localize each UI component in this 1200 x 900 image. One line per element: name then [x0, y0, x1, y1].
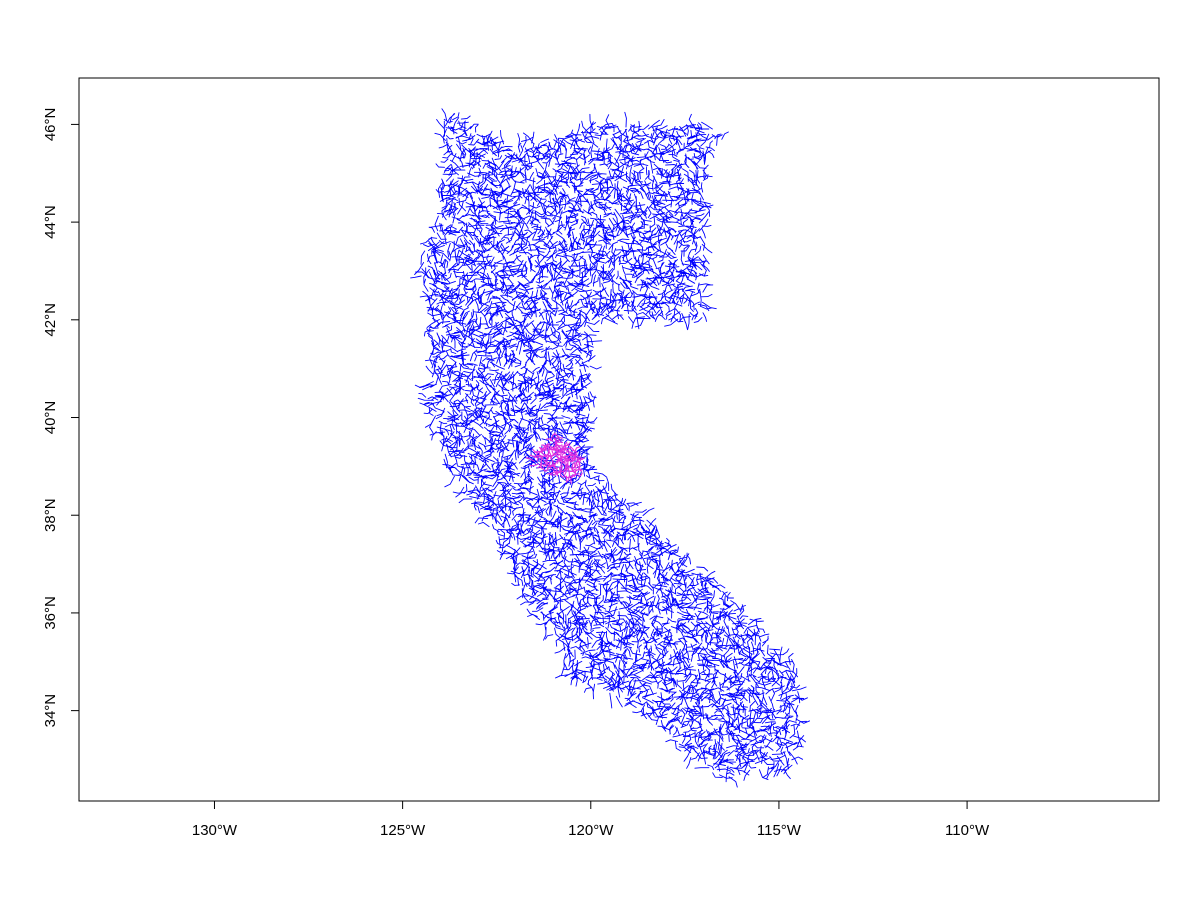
- y-axis: 34°N 36°N 38°N 40°N 42°N 44°N 46°N: [42, 108, 79, 728]
- y-tick-label: 40°N: [42, 401, 59, 435]
- x-tick-label: 130°W: [192, 822, 238, 839]
- x-tick-label: 110°W: [945, 822, 990, 839]
- y-tick-label: 46°N: [42, 108, 59, 142]
- x-tick-label: 115°W: [757, 822, 802, 839]
- stream-network-layer: [410, 108, 810, 788]
- y-tick-label: 42°N: [42, 303, 59, 337]
- x-tick-label: 120°W: [568, 822, 614, 839]
- highlighted-watershed-layer: [525, 432, 586, 484]
- y-tick-label: 34°N: [42, 694, 59, 728]
- x-axis: 130°W 125°W 120°W 115°W 110°W: [192, 801, 990, 839]
- watershed-stream-lines: [525, 432, 586, 484]
- y-tick-label: 36°N: [42, 596, 59, 630]
- plot-frame: [78, 77, 1160, 802]
- y-tick-label: 44°N: [42, 205, 59, 239]
- stream-lines: [410, 108, 810, 788]
- y-tick-label: 38°N: [42, 498, 59, 532]
- map-layers: [410, 108, 810, 788]
- x-tick-label: 125°W: [380, 822, 426, 839]
